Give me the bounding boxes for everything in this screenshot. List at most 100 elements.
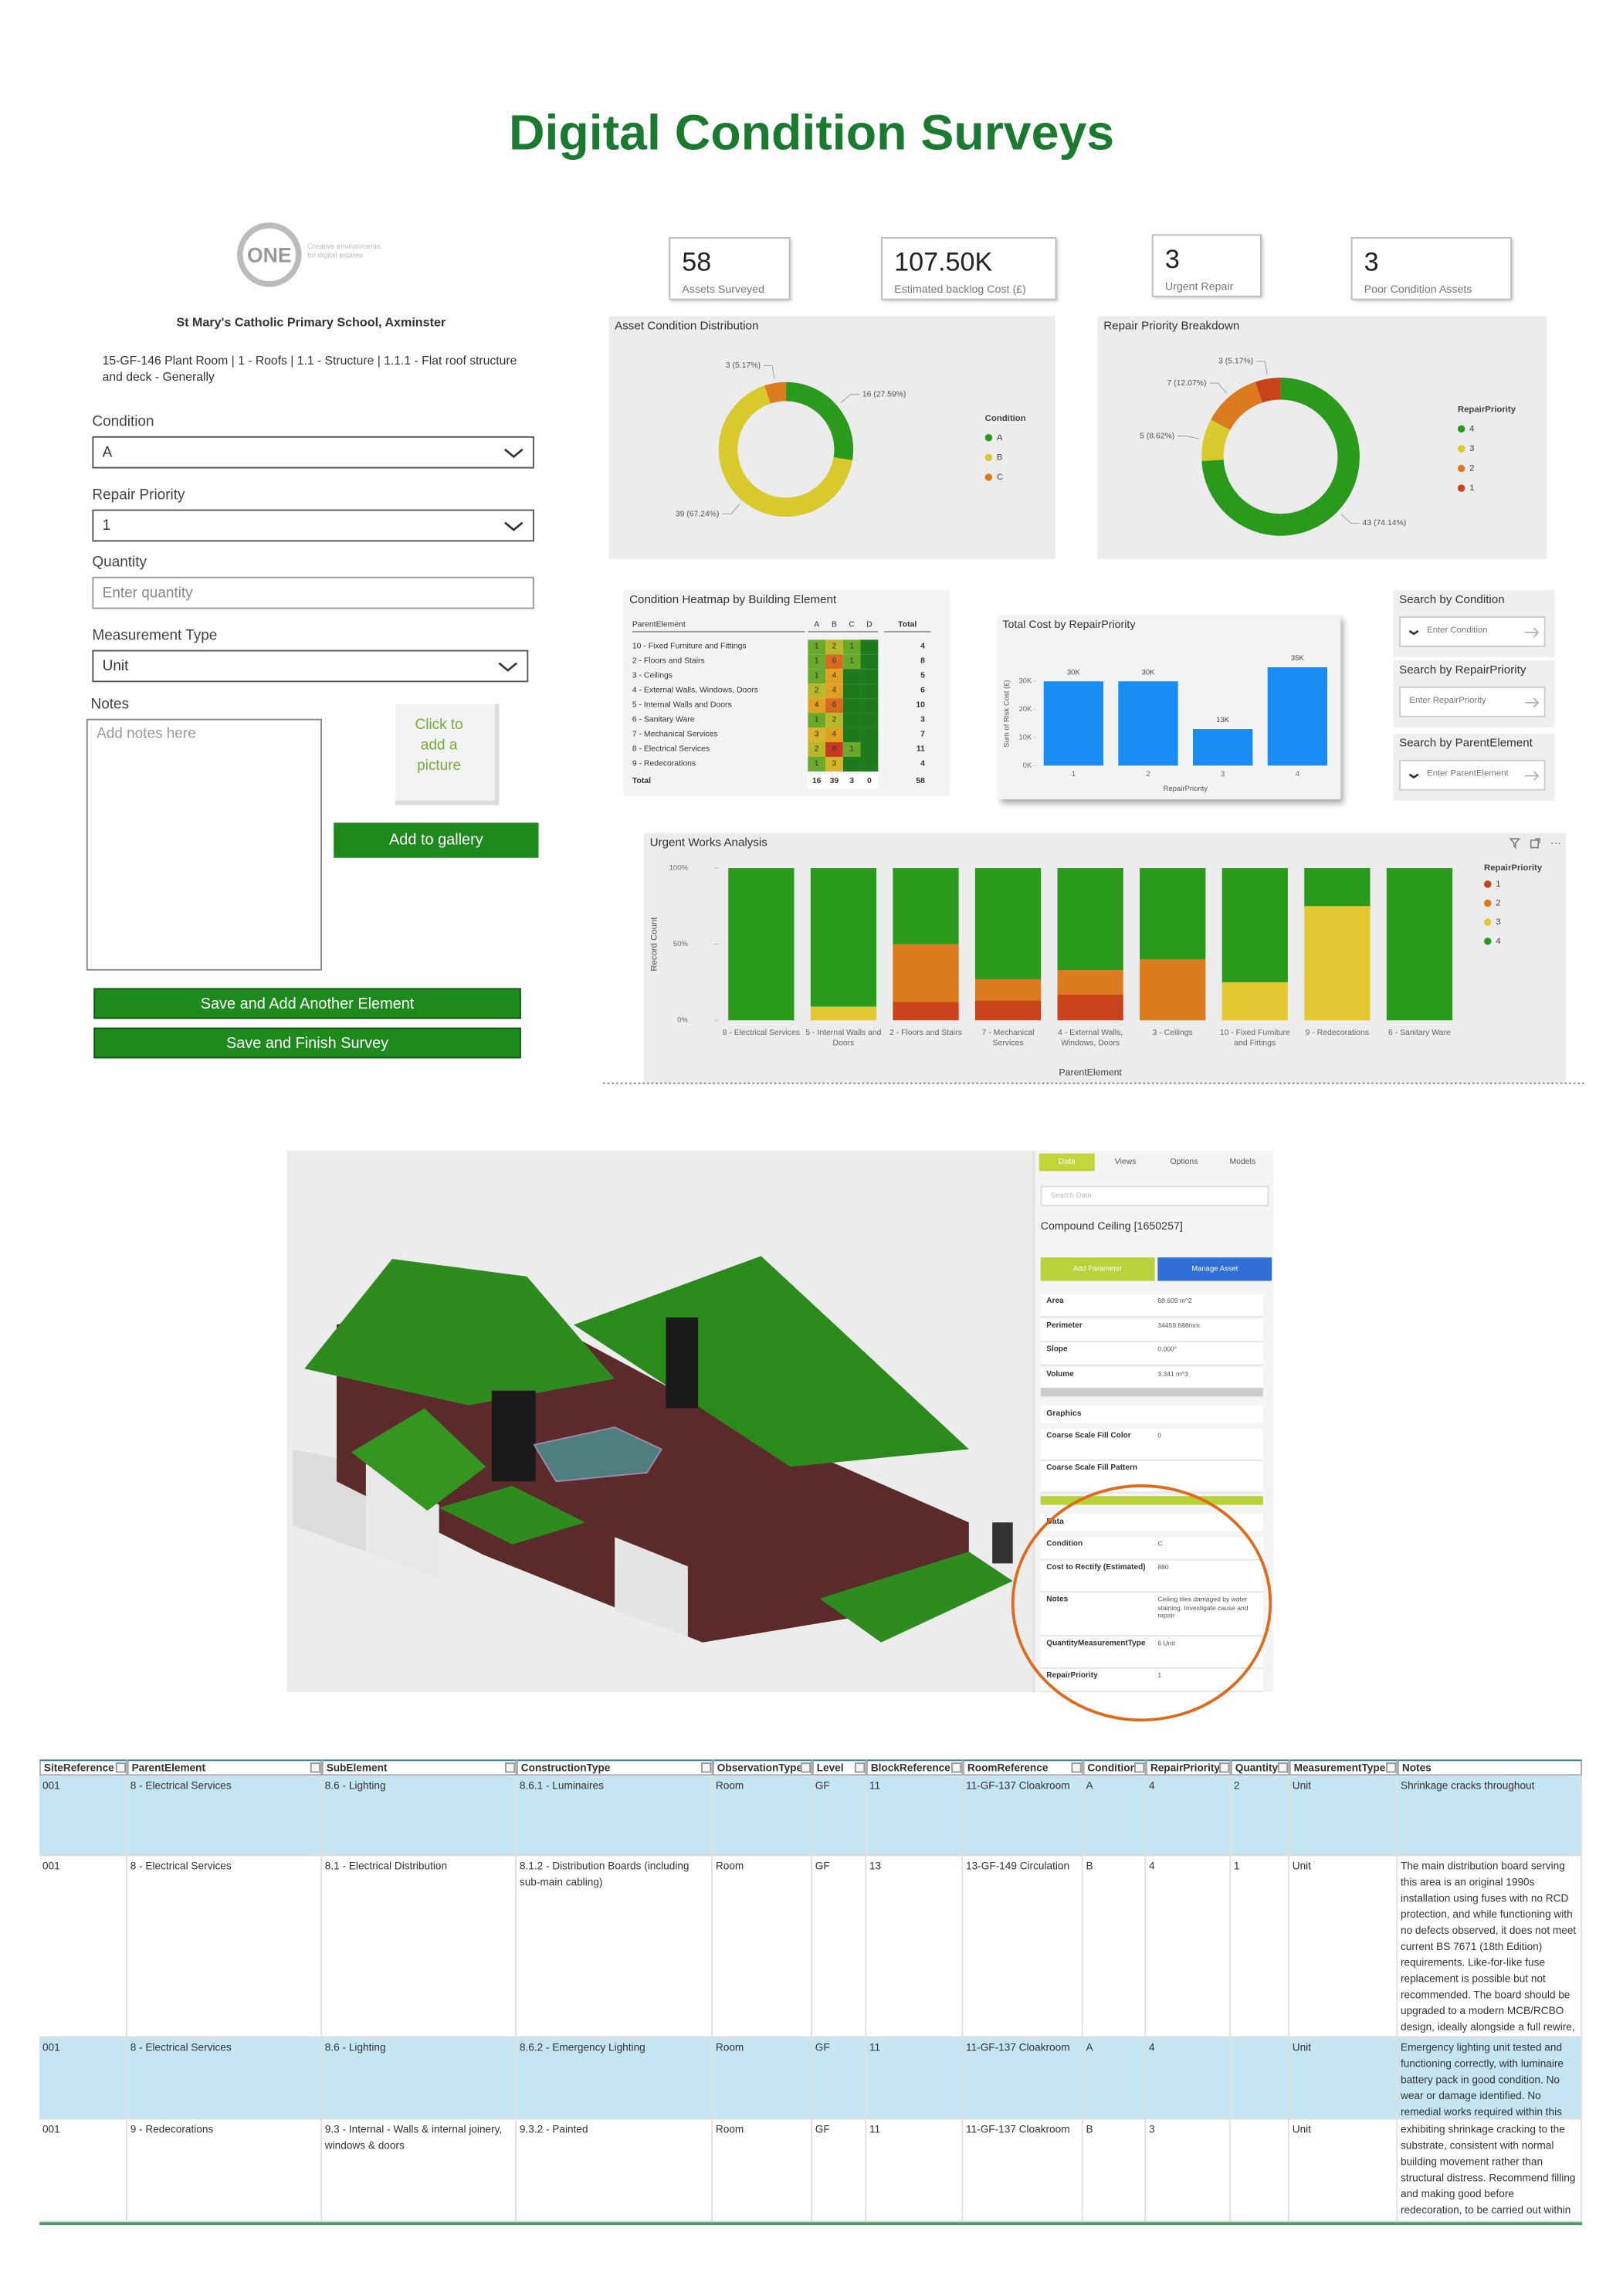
filter-button[interactable]: [1134, 1762, 1145, 1773]
dropdown[interactable]: 1: [92, 509, 534, 542]
search-input[interactable]: Enter RepairPriority: [1399, 686, 1546, 717]
table-cell: 8.6 - Lighting: [322, 1775, 517, 1857]
search-input[interactable]: Enter ParentElement: [1399, 759, 1546, 791]
property-value: 1: [1157, 1671, 1162, 1680]
heatmap-row-label: Total: [632, 777, 651, 786]
table-cell: 001: [39, 1856, 127, 2038]
save-button[interactable]: Save and Finish Survey: [93, 1027, 521, 1059]
property-name: Area: [1046, 1297, 1064, 1306]
heatmap-row-label: 10 - Fixed Furniture and Fittings: [632, 643, 747, 652]
property-name: Slope: [1046, 1345, 1068, 1355]
viewer-tab[interactable]: Data: [1039, 1153, 1095, 1172]
section-title: Data: [1040, 1513, 1263, 1531]
placeholder: Enter RepairPriority: [1409, 697, 1486, 706]
panel-title: Urgent Works Analysis: [649, 836, 767, 850]
heatmap-header: Total: [883, 618, 931, 633]
heatmap-cell: 1: [842, 742, 861, 757]
building-roof: [439, 1485, 586, 1545]
dropdown[interactable]: Unit: [92, 649, 529, 683]
filter-button[interactable]: [504, 1762, 516, 1773]
kpi-label: Assets Surveyed: [682, 282, 764, 296]
column-header: ObservationType: [713, 1759, 813, 1776]
table-cell: Room: [713, 1856, 813, 2038]
kpi-label: Estimated backlog Cost (£): [894, 282, 1026, 296]
heatmap-cell: [842, 756, 861, 772]
property-row: Condition C: [1040, 1537, 1263, 1561]
table-cell: GF: [812, 1775, 867, 1857]
filter-button[interactable]: [1071, 1762, 1082, 1773]
picture-label: Click to add a picture: [415, 717, 463, 775]
heatmap-cell: [860, 713, 879, 728]
table-cell: 3: [1146, 2119, 1232, 2223]
property-name: Perimeter: [1046, 1321, 1083, 1331]
viewer-tab[interactable]: Models: [1229, 1158, 1256, 1167]
filter-button[interactable]: [854, 1762, 866, 1773]
viewer-button[interactable]: Add Parameter: [1040, 1257, 1155, 1281]
column-header: BlockReference: [866, 1759, 964, 1776]
table-cell: [1231, 2119, 1289, 2223]
viewer-tab[interactable]: Options: [1170, 1158, 1198, 1167]
panel: Search by RepairPriority Enter RepairPrio…: [1393, 660, 1555, 728]
table-cell: 001: [39, 2037, 127, 2120]
heatmap-cell: [842, 669, 861, 684]
property-name: Volume: [1046, 1369, 1074, 1379]
save-button[interactable]: Save and Add Another Element: [93, 988, 521, 1019]
filter-button[interactable]: [1277, 1762, 1289, 1773]
filter-button[interactable]: [800, 1762, 812, 1773]
placeholder: Enter quantity: [102, 585, 193, 602]
viewer-toolbar: [877, 1152, 1001, 1213]
table-cell: 8 - Electrical Services: [127, 1856, 323, 2038]
logo-mark: ONE: [237, 222, 302, 287]
x-tick-label: 3 - Ceilings: [1152, 1029, 1193, 1038]
search-input[interactable]: Enter Condition: [1399, 616, 1546, 647]
property-name: Coarse Scale Fill Pattern: [1046, 1463, 1138, 1473]
heatmap-cell: [860, 683, 879, 699]
filter-button[interactable]: [700, 1762, 712, 1773]
placeholder: Enter Condition: [1427, 626, 1488, 636]
building-wall: [336, 1288, 969, 1643]
heatmap-row-label: 9 - Redecorations: [632, 759, 696, 769]
filter-button[interactable]: [1386, 1762, 1397, 1773]
filter-button[interactable]: [1218, 1762, 1230, 1773]
viewer-search[interactable]: Search Data: [1040, 1185, 1269, 1206]
kpi-label: Urgent Repair: [1164, 280, 1234, 293]
table-cell: 13-GF-149 Circulation: [963, 1856, 1083, 2038]
filter-button[interactable]: [115, 1762, 127, 1773]
kpi-value: 3: [1164, 244, 1180, 274]
table-cell: [1231, 2037, 1289, 2120]
notes-input[interactable]: Add notes here: [86, 718, 323, 971]
picture-button[interactable]: Click to add a picture: [395, 704, 500, 805]
gallery-button[interactable]: Add to gallery: [334, 822, 539, 858]
table-cell: 8.6.1 - Luminaires: [517, 1775, 713, 1857]
kpi-value: 58: [682, 247, 712, 277]
filter-button[interactable]: [951, 1762, 962, 1773]
heatmap-cell: 4: [825, 683, 843, 699]
property-value: 0: [1157, 1431, 1162, 1440]
heatmap-row-label: 5 - Internal Walls and Doors: [632, 700, 732, 711]
table-cell: 001: [39, 2119, 127, 2223]
heatmap-row-label: 6 - Sanitary Ware: [632, 715, 695, 725]
element-path: 15-GF-146 Plant Room | 1 - Roofs | 1.1 -…: [102, 352, 517, 384]
viewer-tab[interactable]: Views: [1114, 1158, 1137, 1167]
heatmap-cell: [860, 639, 879, 655]
property-name: QuantityMeasurementType: [1046, 1639, 1146, 1649]
table-cell: 11-GF-137 Cloakroom: [963, 2037, 1083, 2120]
x-tick-label: 9 - Redecorations: [1305, 1029, 1369, 1038]
building-wall: [293, 1449, 366, 1552]
text-input[interactable]: Enter quantity: [92, 576, 534, 609]
dropdown[interactable]: A: [92, 436, 534, 469]
table-cell: Unit: [1289, 1775, 1398, 1857]
panel: Repair Priority Breakdown: [1097, 316, 1547, 560]
heatmap-total: 58: [916, 777, 925, 786]
x-tick-label: 7 - Mechanical Services: [981, 1029, 1035, 1049]
heatmap-total: 4: [920, 759, 925, 769]
building-roof: [351, 1408, 486, 1511]
dropdown-value: 1: [102, 518, 111, 534]
table-cell: Unit: [1289, 2037, 1398, 2120]
kpi-card: 58 Assets Surveyed: [669, 237, 791, 300]
viewer-button[interactable]: Manage Asset: [1157, 1257, 1272, 1281]
table-cell: Room: [713, 2037, 813, 2120]
panel: Condition Heatmap by Building Element Par…: [623, 589, 950, 797]
filter-button[interactable]: [310, 1762, 321, 1773]
column-header: Level: [812, 1759, 867, 1776]
